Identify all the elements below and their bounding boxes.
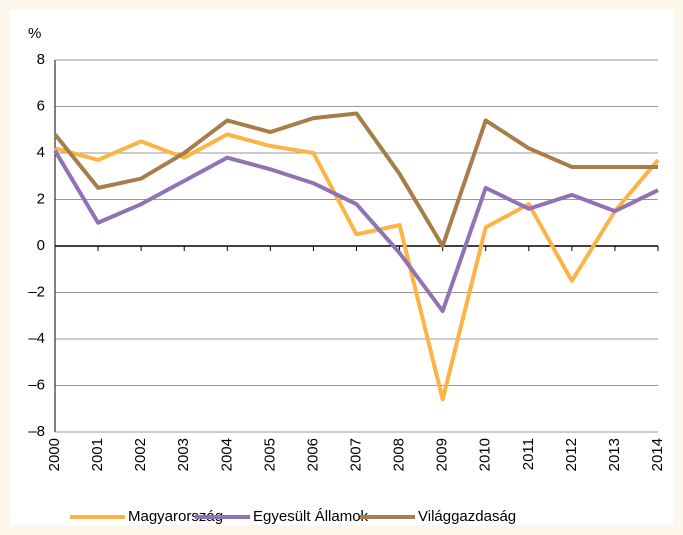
y-tick-label: 8 [37,51,45,68]
y-axis-label: % [28,25,41,42]
y-tick-label: 6 [37,97,45,114]
series-line [53,111,658,248]
y-tick-label: 0 [37,237,45,254]
x-tick-label: 2013 [606,438,623,471]
y-tick-label: –8 [28,423,45,440]
x-tick-label: 2001 [89,438,106,471]
series-line [54,132,660,402]
x-tick-label: 2012 [563,438,580,471]
x-tick-label: 2011 [520,438,537,470]
y-tick-label: –4 [28,330,45,347]
y-tick-label: –6 [28,376,45,393]
legend-label: Világgazdaság [418,508,516,525]
y-tick-label: 4 [37,144,45,161]
series-line [53,149,659,314]
x-tick-label: 2003 [175,438,192,471]
x-tick-label: 2009 [434,438,451,471]
y-tick-label: –2 [28,283,45,300]
legend-label: Magyarország [128,508,223,525]
x-tick-label: 2014 [649,438,666,471]
x-tick-label: 2006 [304,438,321,471]
x-tick-label: 2002 [132,438,149,471]
x-tick-label: 2000 [46,438,63,471]
legend-label: Egyesült Államok [253,508,369,525]
x-tick-label: 2010 [477,438,494,471]
x-tick-label: 2007 [347,438,364,471]
x-tick-label: 2004 [218,438,235,471]
x-tick-label: 2005 [261,438,278,471]
y-tick-label: 2 [37,190,45,207]
x-tick-label: 2008 [391,438,408,471]
